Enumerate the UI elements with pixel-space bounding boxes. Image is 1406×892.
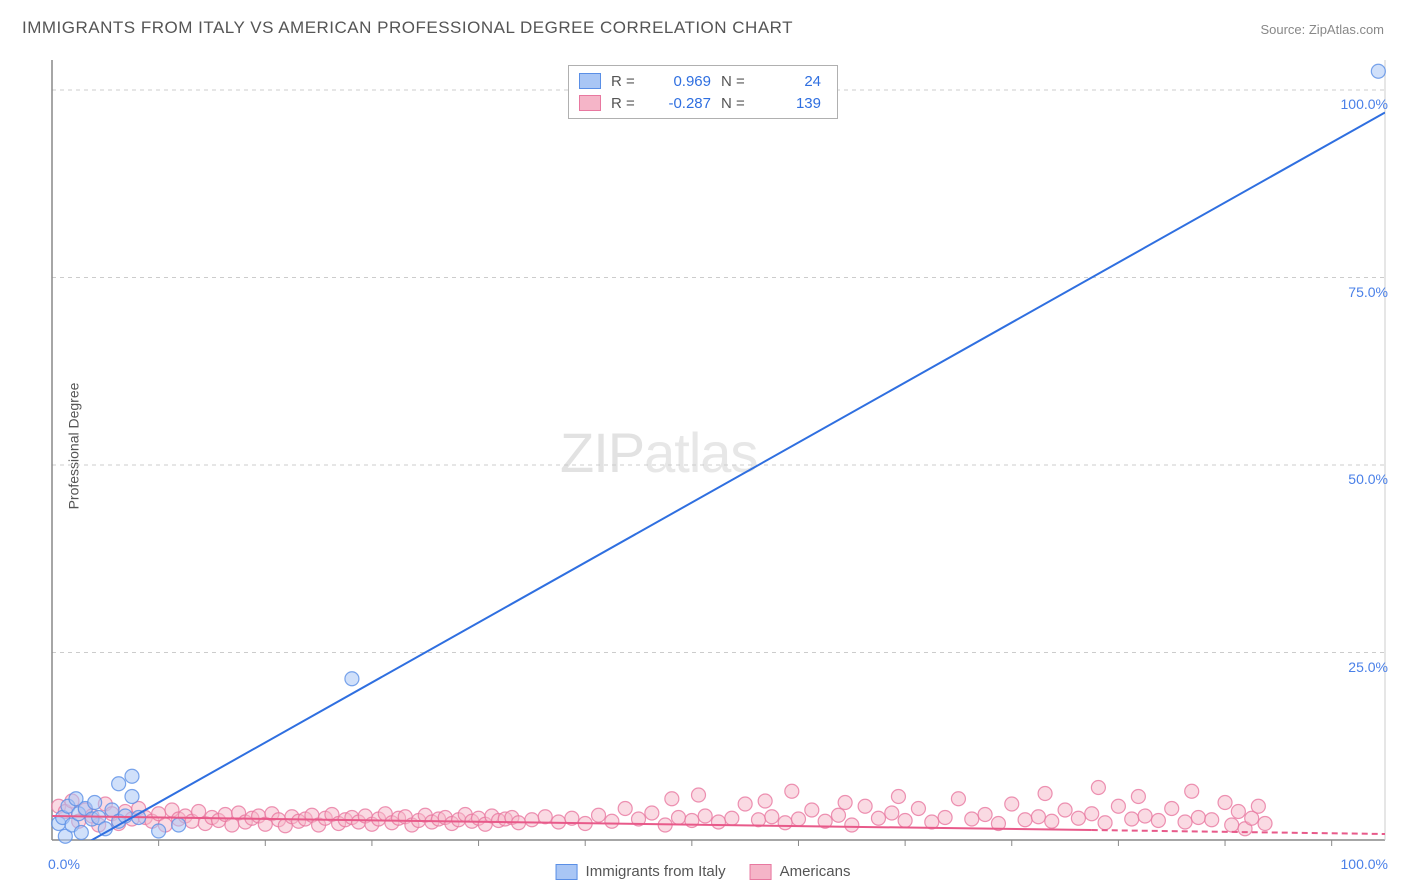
r-value-americans: -0.287: [651, 95, 711, 112]
legend-swatch-americans: [579, 95, 601, 111]
legend-swatch-italy-icon: [556, 864, 578, 880]
legend-label-italy: Immigrants from Italy: [586, 863, 726, 880]
x-max-label: 100.0%: [1341, 856, 1388, 872]
n-label: N =: [721, 95, 751, 112]
legend-item-italy: Immigrants from Italy: [556, 863, 726, 880]
legend-stats-row-1: R = -0.287 N = 139: [579, 92, 821, 114]
y-tick-label: 25.0%: [1348, 659, 1388, 675]
legend-stats: R = 0.969 N = 24 R = -0.287 N = 139: [568, 65, 838, 119]
r-label: R =: [611, 95, 641, 112]
correlation-chart: [0, 0, 1406, 892]
legend-series: Immigrants from Italy Americans: [556, 863, 851, 880]
legend-swatch-italy: [579, 73, 601, 89]
legend-stats-row-0: R = 0.969 N = 24: [579, 70, 821, 92]
legend-item-americans: Americans: [750, 863, 851, 880]
n-value-italy: 24: [761, 73, 821, 90]
y-tick-label: 75.0%: [1348, 284, 1388, 300]
y-tick-label: 50.0%: [1348, 471, 1388, 487]
x-origin-label: 0.0%: [48, 856, 80, 872]
y-tick-label: 100.0%: [1341, 96, 1388, 112]
r-label: R =: [611, 73, 641, 90]
legend-label-americans: Americans: [780, 863, 851, 880]
legend-swatch-americans-icon: [750, 864, 772, 880]
n-label: N =: [721, 73, 751, 90]
n-value-americans: 139: [761, 95, 821, 112]
r-value-italy: 0.969: [651, 73, 711, 90]
